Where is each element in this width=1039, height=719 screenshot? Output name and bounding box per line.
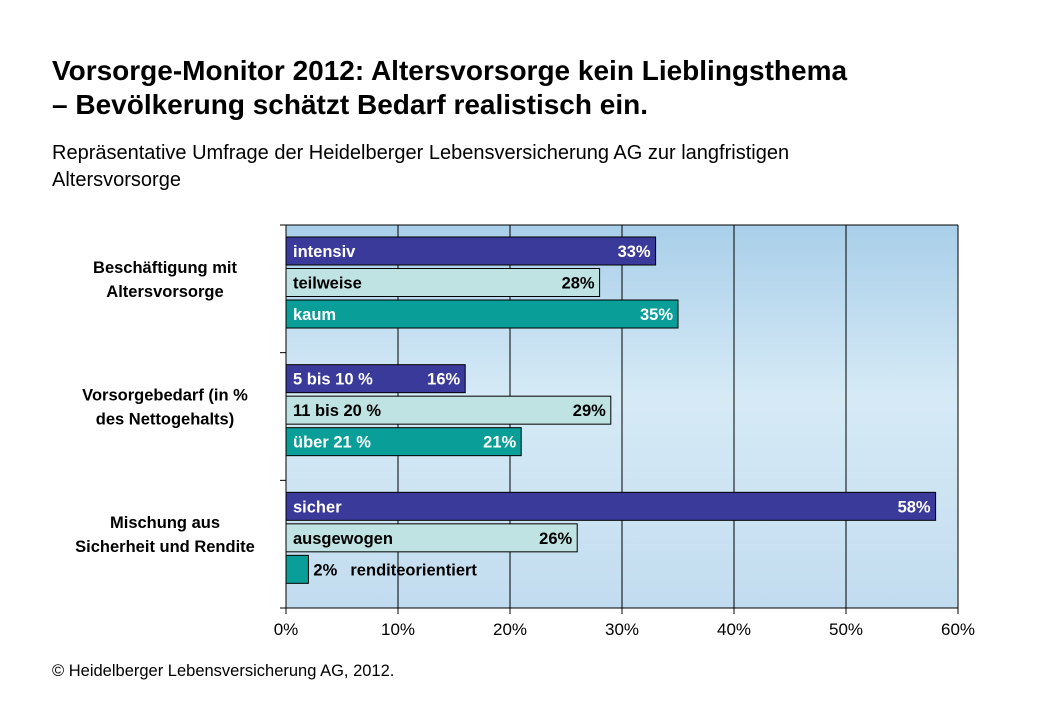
title-line-1: Vorsorge-Monitor 2012: Altersvorsorge ke… (52, 55, 848, 86)
y-group-label: Altersvorsorge (106, 283, 223, 301)
bar-category-label: renditeorientiert (350, 561, 477, 579)
bar (285, 364, 466, 394)
bar-value-label: 21% (483, 434, 516, 452)
y-group-label: Vorsorgebedarf (in % (82, 387, 248, 405)
bar (285, 491, 937, 521)
bar-value-label: 26% (539, 530, 572, 548)
y-group-label: des Nettogehalts) (96, 411, 234, 429)
x-tick-label: 60% (941, 620, 975, 639)
bar (285, 299, 679, 329)
bar (285, 427, 522, 457)
bar-category-label: kaum (293, 306, 336, 324)
axes: 0% 10% 20% 30% 40% 50% 60% Beschäftigung mit Alt… (75, 224, 975, 639)
bar-labels: intensiv 33% teilweise 28% kaum 35% 5 bis 10 %… (293, 243, 931, 579)
bar-value-label: 2% (313, 561, 337, 579)
y-group-label: Sicherheit und Rendite (75, 538, 255, 556)
x-tick-label: 50% (829, 620, 863, 639)
bar-category-label: ausgewogen (293, 530, 393, 548)
bar (285, 554, 309, 584)
bars (285, 236, 937, 584)
bar-category-label: teilweise (293, 275, 362, 293)
bar-value-label: 29% (573, 402, 606, 420)
page-subtitle: Repräsentative Umfrage der Heidelberger … (52, 140, 1012, 194)
x-tick-label: 30% (605, 620, 639, 639)
x-tick-label: 0% (274, 620, 299, 639)
y-group-label: Beschäftigung mit (93, 259, 237, 277)
bar-category-label: intensiv (293, 243, 356, 261)
bar-value-label: 58% (898, 498, 931, 516)
bar-category-label: 5 bis 10 % (293, 371, 373, 389)
copyright-footer: © Heidelberger Lebensversicherung AG, 20… (52, 662, 395, 680)
x-tick-label: 10% (381, 620, 415, 639)
subtitle-line-1: Repräsentative Umfrage der Heidelberger … (52, 142, 790, 164)
bar-category-label: sicher (293, 498, 342, 516)
bar-value-label: 35% (640, 306, 673, 324)
bar-value-label: 33% (618, 243, 651, 261)
page-title: Vorsorge-Monitor 2012: Altersvorsorge ke… (52, 54, 1012, 122)
title-line-2: – Bevölkerung schätzt Bedarf realistisch… (52, 89, 648, 120)
subtitle-line-2: Altersvorsorge (52, 169, 181, 191)
bar-value-label: 28% (562, 275, 595, 293)
y-group-label: Mischung aus (110, 514, 220, 532)
x-tick-label: 40% (717, 620, 751, 639)
bar-value-label: 16% (427, 371, 460, 389)
bar (285, 268, 601, 297)
bar-category-label: über 21 % (293, 434, 371, 452)
bar-category-label: 11 bis 20 % (293, 402, 381, 420)
bar (285, 523, 578, 553)
x-tick-label: 20% (493, 620, 527, 639)
